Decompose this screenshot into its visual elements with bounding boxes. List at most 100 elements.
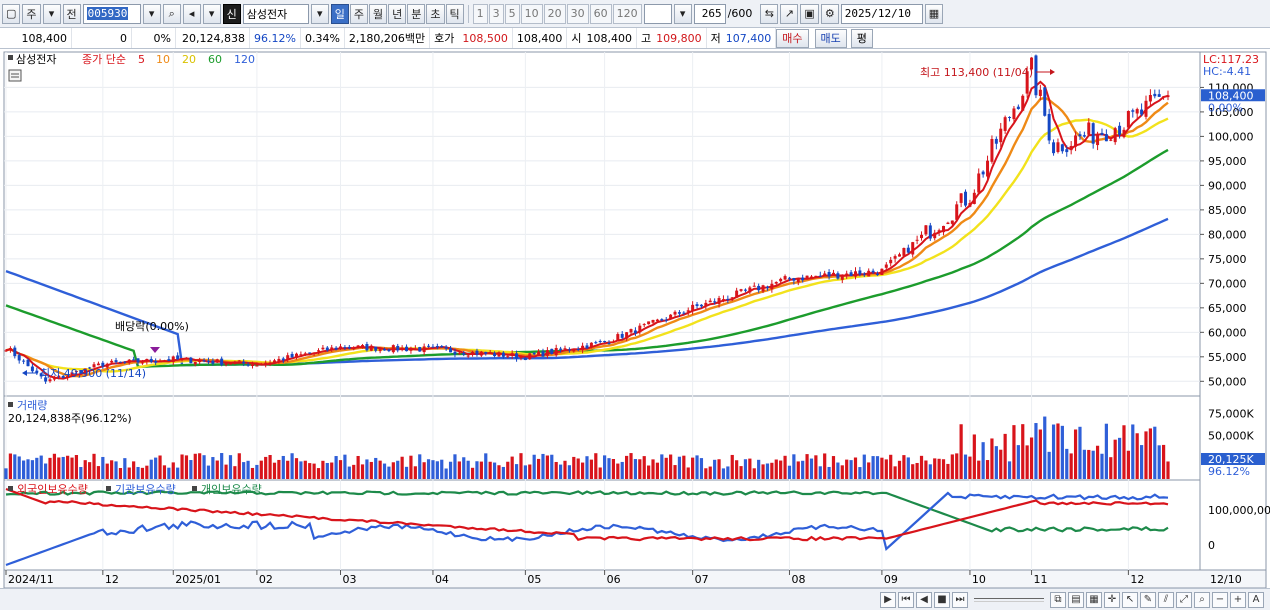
volume-bar bbox=[814, 455, 818, 479]
back-icon[interactable]: ◀ bbox=[916, 591, 932, 608]
magnify-icon[interactable]: ⌕ bbox=[1194, 591, 1210, 608]
date-input[interactable]: 2025/12/10 bbox=[840, 3, 923, 24]
sell-button[interactable]: 매도 bbox=[814, 28, 847, 48]
candle-body bbox=[510, 353, 514, 356]
fit-icon[interactable]: ⤢ bbox=[1176, 591, 1192, 608]
volume-bar bbox=[933, 458, 937, 479]
candle-body bbox=[484, 351, 488, 354]
chevron-down-icon[interactable]: ▾ bbox=[42, 3, 61, 24]
volume-bar bbox=[629, 453, 633, 479]
draw-icon[interactable]: ↗ bbox=[780, 3, 799, 24]
candle-body bbox=[779, 278, 783, 282]
candle bbox=[994, 136, 998, 150]
period-button[interactable]: 분 bbox=[407, 3, 426, 24]
candle bbox=[488, 350, 492, 354]
period-button[interactable]: 일 bbox=[330, 3, 349, 24]
candle-body bbox=[228, 363, 232, 365]
speaker-icon[interactable]: ◂ bbox=[182, 3, 201, 24]
volume-bar bbox=[17, 456, 21, 479]
save-icon[interactable]: ▣ bbox=[800, 3, 819, 24]
period-button[interactable]: 주 bbox=[349, 3, 369, 24]
candle bbox=[937, 228, 941, 236]
candle bbox=[682, 311, 686, 315]
gear-icon[interactable]: ⚙ bbox=[820, 3, 839, 24]
zoom-out-icon[interactable]: − bbox=[1212, 591, 1228, 608]
zoom-panel-icon[interactable]: ⧉ bbox=[1050, 591, 1066, 608]
chevron-down-icon[interactable]: ▾ bbox=[310, 3, 329, 24]
stock-chart[interactable]: 110,000105,000100,00095,00090,00085,0008… bbox=[0, 49, 1270, 588]
minute-button[interactable]: 20 bbox=[543, 3, 566, 24]
chevron-down-icon[interactable]: ▾ bbox=[202, 3, 221, 24]
dropdown-icon[interactable]: ▾ bbox=[142, 3, 161, 24]
period-button[interactable]: 초 bbox=[426, 3, 445, 24]
prev-button[interactable]: 전 bbox=[62, 3, 81, 24]
zoom-in-icon[interactable]: + bbox=[1230, 591, 1246, 608]
stop-icon[interactable]: ■ bbox=[934, 591, 950, 608]
table-icon[interactable] bbox=[8, 69, 22, 82]
candle bbox=[567, 347, 571, 353]
zoom-slider[interactable] bbox=[974, 597, 1044, 602]
volume-bar bbox=[655, 462, 660, 479]
period-button[interactable]: 월 bbox=[369, 3, 388, 24]
volume-bar bbox=[211, 457, 215, 479]
volume-bar bbox=[1038, 429, 1042, 479]
rewind-icon[interactable]: ⏮ bbox=[898, 591, 914, 608]
search-icon[interactable]: ⌕ bbox=[162, 3, 181, 24]
minute-button[interactable]: 120 bbox=[612, 3, 642, 24]
minute-button[interactable]: 10 bbox=[520, 3, 543, 24]
candle bbox=[598, 339, 602, 344]
candle bbox=[1038, 84, 1042, 101]
period-button[interactable]: 틱 bbox=[445, 3, 464, 24]
pen-icon[interactable]: ✎ bbox=[1140, 591, 1156, 608]
stock-code-input[interactable]: 005930 bbox=[82, 3, 141, 24]
font-size-icon[interactable]: A bbox=[1248, 591, 1264, 608]
lc-label: LC:117.23 bbox=[1203, 53, 1259, 66]
volume-bar bbox=[1087, 449, 1091, 479]
x-tick-label: 04 bbox=[435, 573, 449, 586]
cursor-icon[interactable]: ↖ bbox=[1122, 591, 1138, 608]
tick-input[interactable] bbox=[643, 3, 672, 24]
candle-body bbox=[805, 275, 809, 279]
legend-stock: 삼성전자 bbox=[16, 53, 56, 66]
forward-icon[interactable]: ⏭ bbox=[952, 591, 968, 608]
volume-bar bbox=[1144, 431, 1148, 479]
candle-body bbox=[255, 365, 259, 367]
candle bbox=[1003, 115, 1007, 134]
candle-body bbox=[708, 300, 712, 303]
candle-body bbox=[823, 273, 827, 276]
candle bbox=[145, 358, 149, 365]
price-tick-label: 75,000 bbox=[1208, 253, 1247, 266]
high-label: 고 bbox=[641, 32, 652, 45]
period-button[interactable]: 년 bbox=[388, 3, 407, 24]
period-dropdown[interactable]: 주 bbox=[22, 3, 41, 24]
buy-button[interactable]: 매수 bbox=[776, 28, 809, 48]
minute-button[interactable]: 5 bbox=[504, 3, 520, 24]
x-tick-label: 12 bbox=[1130, 573, 1144, 586]
grid-icon[interactable]: ▦ bbox=[1086, 591, 1102, 608]
compare-panel-icon[interactable]: ▤ bbox=[1068, 591, 1084, 608]
volume-bar bbox=[589, 459, 594, 479]
minute-button[interactable]: 30 bbox=[566, 3, 589, 24]
candle bbox=[453, 348, 457, 358]
candle-body bbox=[1126, 111, 1130, 128]
candle bbox=[774, 281, 778, 286]
minute-button[interactable]: 1 bbox=[472, 3, 488, 24]
calendar-icon[interactable]: ▦ bbox=[924, 3, 944, 24]
chevron-down-icon[interactable]: ▾ bbox=[673, 3, 692, 24]
lines-icon[interactable]: ⫽ bbox=[1158, 591, 1174, 608]
play-icon[interactable]: ▶ bbox=[880, 591, 896, 608]
candle-body bbox=[660, 319, 664, 321]
chart-window-icon[interactable]: ▢ bbox=[2, 3, 21, 24]
candle bbox=[1021, 94, 1025, 112]
candle-body bbox=[761, 285, 765, 292]
candle bbox=[154, 358, 158, 366]
minute-button[interactable]: 60 bbox=[589, 3, 612, 24]
minute-button[interactable]: 3 bbox=[488, 3, 504, 24]
crosshair-icon[interactable]: ✛ bbox=[1104, 591, 1120, 608]
compare-icon[interactable]: ⇆ bbox=[760, 3, 779, 24]
legend-ma-label: 종가 단순 bbox=[82, 53, 126, 66]
eval-button[interactable]: 평 bbox=[850, 28, 873, 48]
candle bbox=[61, 374, 65, 379]
data-count-input[interactable]: 265 bbox=[693, 3, 726, 24]
volume-bar bbox=[246, 460, 250, 479]
